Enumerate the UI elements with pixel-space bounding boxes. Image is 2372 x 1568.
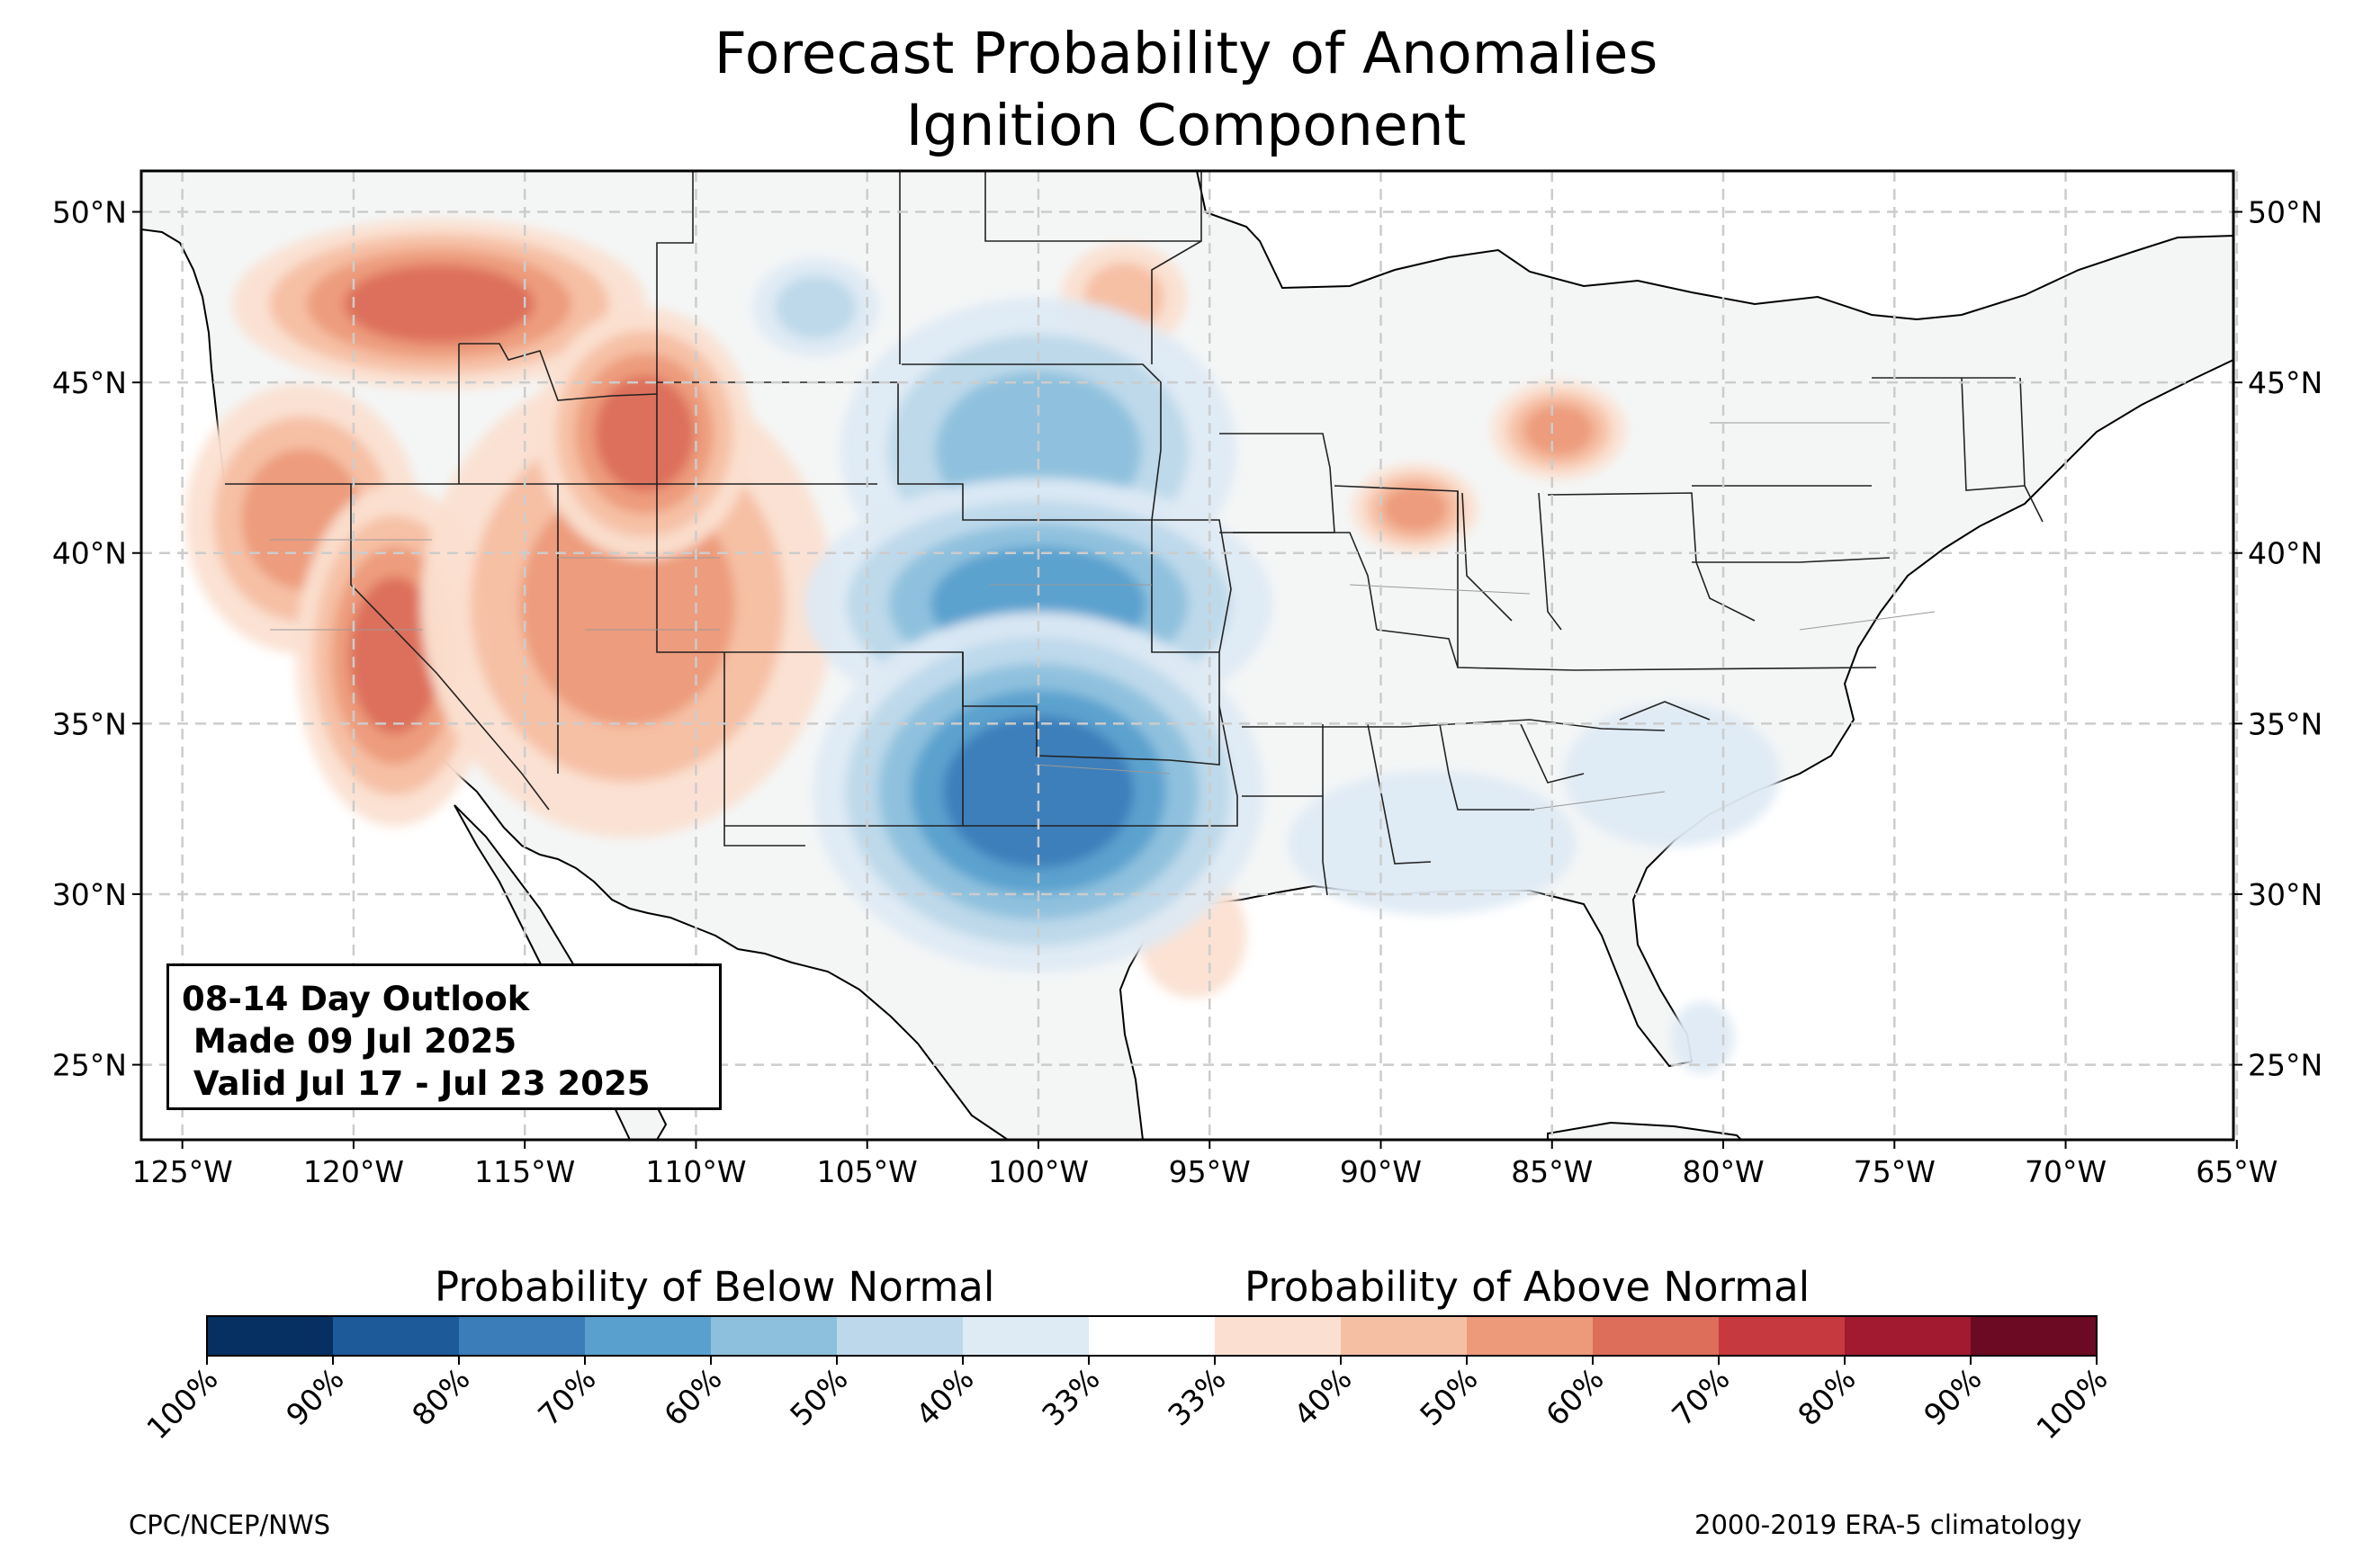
colorbar-segment xyxy=(1719,1316,1846,1356)
colorbar-tick-label: 50% xyxy=(783,1361,854,1432)
lon-tick-label: 80°W xyxy=(1682,1154,1764,1189)
lat-tick-label-left: 45°N xyxy=(52,365,127,400)
map-frame xyxy=(139,169,2235,1142)
lat-tick-label-right: 50°N xyxy=(2248,195,2323,230)
colorbar-tick-label: 90% xyxy=(1917,1361,1988,1432)
lon-tick-label: 120°W xyxy=(303,1154,404,1189)
lat-tick-label-right: 35°N xyxy=(2248,706,2323,741)
anomaly-region-above xyxy=(595,375,695,492)
anomaly-region-below xyxy=(1288,771,1577,916)
credit-climatology: 2000-2019 ERA-5 climatology xyxy=(1694,1510,2082,1540)
lon-tick-label: 90°W xyxy=(1340,1154,1422,1189)
lat-tick-label-right: 40°N xyxy=(2248,536,2323,571)
colorbar: 100% 90% 80% 70% 60% 50% 40% 33% 33% 40% 50% 60% 70%… xyxy=(139,1315,2115,1446)
colorbar-segment xyxy=(711,1316,838,1356)
colorbar-above-label: Probability of Above Normal xyxy=(1244,1263,1810,1311)
lon-tick-label: 65°W xyxy=(2196,1154,2278,1189)
lat-tick-label-left: 40°N xyxy=(52,536,127,571)
colorbar-below-label: Probability of Below Normal xyxy=(435,1263,995,1311)
lon-tick-label: 85°W xyxy=(1511,1154,1593,1189)
lon-tick-label: 75°W xyxy=(1854,1154,1936,1189)
lat-tick-label-left: 50°N xyxy=(52,195,127,230)
axis-ticks: 125°W 120°W 115°W 110°W 105°W 100°W 95°W 90°W 85… xyxy=(52,195,2323,1189)
colorbar-segment xyxy=(207,1316,334,1356)
lon-tick-label: 110°W xyxy=(645,1154,746,1189)
lon-tick-label: 105°W xyxy=(817,1154,918,1189)
outlook-period: 08-14 Day Outlook xyxy=(182,980,530,1018)
lat-tick-label-left: 30°N xyxy=(52,877,127,912)
outlook-info-box: 08-14 Day Outlook Made 09 Jul 2025 Valid… xyxy=(166,963,722,1110)
lat-tick-label-left: 35°N xyxy=(52,706,127,741)
colorbar-tick-label: 70% xyxy=(1665,1361,1736,1432)
anomaly-region-above xyxy=(348,577,441,734)
colorbar-tick-label: 70% xyxy=(531,1361,602,1432)
lon-tick-label: 125°W xyxy=(132,1154,233,1189)
lon-tick-label: 70°W xyxy=(2025,1154,2107,1189)
lat-tick-label-right: 25°N xyxy=(2248,1048,2323,1083)
lon-tick-label: 115°W xyxy=(474,1154,575,1189)
colorbar-tick-label: 80% xyxy=(405,1361,476,1432)
cuba-island xyxy=(1547,1121,1743,1140)
colorbar-tick-label: 100% xyxy=(2029,1361,2114,1446)
colorbar-tick-label: 100% xyxy=(139,1361,224,1446)
chart-title: Forecast Probability of Anomalies xyxy=(714,21,1658,86)
colorbar-segment xyxy=(1593,1316,1720,1356)
credit-source: CPC/NCEP/NWS xyxy=(129,1510,331,1540)
colorbar-segment xyxy=(1089,1316,1216,1356)
anomaly-region-above xyxy=(1523,404,1595,456)
colorbar-tick-label: 80% xyxy=(1791,1361,1862,1432)
anomaly-region-below xyxy=(1563,703,1780,847)
colorbar-tick-label: 33% xyxy=(1035,1361,1106,1432)
lat-tick-label-right: 30°N xyxy=(2248,877,2323,912)
outlook-made-date: Made 09 Jul 2025 xyxy=(182,1022,517,1061)
state-boundaries xyxy=(225,171,2044,896)
colorbar-segment xyxy=(333,1316,460,1356)
colorbar-segment xyxy=(1467,1316,1594,1356)
colorbar-tick-label: 40% xyxy=(909,1361,980,1432)
colorbar-tick-label: 60% xyxy=(657,1361,728,1432)
colorbar-tick-label: 33% xyxy=(1161,1361,1232,1432)
colorbar-tick-label: 90% xyxy=(279,1361,350,1432)
anomaly-region-above xyxy=(1382,485,1448,533)
colorbar-tick-label: 40% xyxy=(1287,1361,1358,1432)
colorbar-tick-label: 50% xyxy=(1413,1361,1484,1432)
colorbar-segment xyxy=(963,1316,1090,1356)
outlook-valid-dates: Valid Jul 17 - Jul 23 2025 xyxy=(182,1064,651,1103)
colorbar-tick-label: 60% xyxy=(1539,1361,1610,1432)
colorbar-segment xyxy=(837,1316,964,1356)
chart-subtitle: Ignition Component xyxy=(905,93,1467,158)
lon-tick-label: 95°W xyxy=(1169,1154,1251,1189)
colorbar-segment xyxy=(459,1316,586,1356)
colorbar-frame xyxy=(206,1315,2098,1357)
anomaly-region-below xyxy=(775,275,857,339)
lat-tick-label-left: 25°N xyxy=(52,1048,127,1083)
lon-tick-label: 100°W xyxy=(988,1154,1089,1189)
colorbar-segment xyxy=(1215,1316,1342,1356)
colorbar-segment xyxy=(1971,1316,2098,1356)
anomaly-region-above xyxy=(344,264,535,344)
colorbar-segment xyxy=(585,1316,712,1356)
colorbar-segment xyxy=(1845,1316,1972,1356)
lat-tick-label-right: 45°N xyxy=(2248,365,2323,400)
colorbar-segment xyxy=(1341,1316,1468,1356)
anomaly-region-below xyxy=(1671,1001,1735,1074)
